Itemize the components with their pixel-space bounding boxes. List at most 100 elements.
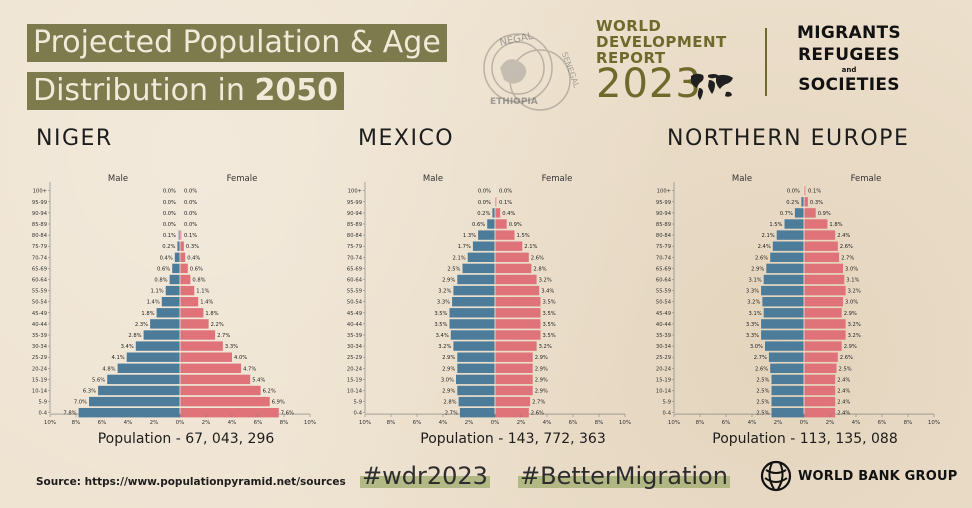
male-value-label: 2.4% bbox=[758, 244, 771, 250]
age-group-label: 50-54 bbox=[656, 300, 672, 306]
female-value-label: 2.7% bbox=[217, 333, 230, 339]
age-group-label: 50-54 bbox=[32, 300, 48, 306]
age-group-label: 65-69 bbox=[347, 266, 362, 272]
world-bank-group-name: WORLD BANK GROUP bbox=[798, 469, 958, 484]
female-bar bbox=[495, 330, 541, 340]
age-group-label: 5-9 bbox=[663, 400, 671, 406]
female-value-label: 7.6% bbox=[281, 411, 294, 417]
female-legend-label: Female bbox=[227, 174, 258, 184]
female-bar bbox=[804, 263, 843, 274]
age-group-label: 15-19 bbox=[32, 377, 47, 383]
pyramid-chart-niger: Male Female 100+ 0.0% 0.0% 95-99 0.0% 0.0% 90-94… bbox=[32, 174, 316, 426]
age-group-label: 90-94 bbox=[656, 211, 672, 217]
age-group-label: 45-49 bbox=[32, 311, 47, 317]
female-value-label: 3.2% bbox=[848, 333, 861, 339]
x-tick-label: 2% bbox=[150, 420, 159, 426]
female-value-label: 2.1% bbox=[524, 244, 537, 250]
male-bar bbox=[165, 285, 180, 296]
male-value-label: 1.5% bbox=[769, 222, 782, 228]
female-bar bbox=[180, 408, 279, 418]
male-bar bbox=[765, 341, 804, 351]
female-value-label: 3.2% bbox=[848, 322, 861, 328]
male-bar bbox=[452, 297, 495, 307]
male-value-label: 3.3% bbox=[437, 300, 450, 306]
female-value-label: 3.0% bbox=[845, 300, 858, 306]
female-value-label: 3.2% bbox=[539, 278, 552, 284]
female-bar bbox=[495, 263, 532, 274]
male-bar bbox=[174, 252, 180, 262]
age-group-label: 60-64 bbox=[32, 278, 48, 284]
female-bar bbox=[180, 308, 204, 318]
male-value-label: 3.4% bbox=[436, 333, 449, 339]
age-group-label: 70-74 bbox=[347, 255, 363, 261]
female-value-label: 4.7% bbox=[243, 366, 256, 372]
male-bar bbox=[459, 408, 495, 418]
male-value-label: 2.7% bbox=[754, 355, 767, 361]
age-group-label: 30-34 bbox=[347, 344, 363, 350]
x-tick-label: 6% bbox=[569, 420, 578, 426]
age-group-label: 75-79 bbox=[656, 244, 671, 250]
male-value-label: 2.8% bbox=[443, 400, 456, 406]
female-value-label: 2.8% bbox=[533, 266, 546, 272]
male-value-label: 2.9% bbox=[442, 355, 455, 361]
female-bar bbox=[180, 297, 199, 307]
female-bar bbox=[495, 363, 533, 373]
age-group-label: 90-94 bbox=[347, 211, 363, 217]
female-bar bbox=[495, 308, 541, 318]
x-tick-label: 0% bbox=[176, 420, 185, 426]
female-bar bbox=[804, 319, 846, 329]
male-legend-label: Male bbox=[732, 174, 752, 184]
wdr-year: 2023 bbox=[596, 61, 702, 107]
female-bar bbox=[804, 230, 836, 240]
x-tick-label: 8% bbox=[595, 420, 604, 426]
male-value-label: 1.8% bbox=[141, 311, 154, 317]
female-value-label: 2.4% bbox=[837, 389, 850, 395]
female-bar bbox=[495, 219, 507, 229]
stamp-text-bottom: ETHIOPIA bbox=[490, 97, 538, 107]
female-bar bbox=[495, 285, 540, 296]
male-legend-label: Male bbox=[108, 174, 128, 184]
title-line2-prefix: Distribution in bbox=[33, 73, 255, 108]
male-bar bbox=[117, 363, 180, 373]
x-tick-label: 0% bbox=[491, 420, 500, 426]
migrants-wordmark: MIGRANTS REFUGEES and SOCIETIES bbox=[790, 22, 908, 96]
age-group-label: 55-59 bbox=[656, 289, 671, 295]
female-bar bbox=[180, 285, 195, 296]
population-label-niger: Population - 67, 043, 296 bbox=[97, 431, 275, 447]
x-tick-label: 2% bbox=[465, 420, 474, 426]
wdr-line-3: REPORT bbox=[596, 49, 666, 67]
female-bar bbox=[180, 319, 209, 329]
male-bar bbox=[761, 330, 804, 340]
male-bar bbox=[770, 363, 804, 373]
female-value-label: 2.6% bbox=[531, 411, 544, 417]
male-value-label: 4.1% bbox=[112, 355, 125, 361]
male-bar bbox=[772, 241, 804, 251]
female-value-label: 6.9% bbox=[272, 400, 285, 406]
female-value-label: 0.1% bbox=[808, 189, 821, 195]
x-tick-label: 4% bbox=[543, 420, 552, 426]
female-value-label: 2.4% bbox=[837, 411, 850, 417]
x-tick-label: 10% bbox=[668, 420, 680, 426]
female-bar bbox=[495, 385, 533, 396]
pyramid-chart-northern-europe: Male Female 100+ 0.0% 0.1% 95-99 0.2% 0.3% 90-94… bbox=[656, 174, 940, 426]
male-bar bbox=[150, 319, 180, 329]
male-bar bbox=[763, 308, 804, 318]
age-group-label: 65-69 bbox=[32, 266, 47, 272]
female-bar bbox=[804, 363, 837, 373]
male-value-label: 3.3% bbox=[746, 322, 759, 328]
male-value-label: 3.1% bbox=[749, 311, 762, 317]
x-tick-label: 8% bbox=[387, 420, 396, 426]
age-group-label: 10-14 bbox=[347, 389, 363, 395]
male-value-label: 0.4% bbox=[160, 255, 173, 261]
male-value-label: 0.0% bbox=[787, 189, 800, 195]
female-value-label: 2.2% bbox=[211, 322, 224, 328]
mig-line-1: MIGRANTS bbox=[797, 23, 901, 43]
female-bar bbox=[495, 352, 533, 362]
female-value-label: 5.4% bbox=[252, 377, 265, 383]
male-value-label: 3.4% bbox=[121, 344, 134, 350]
female-legend-label: Female bbox=[542, 174, 573, 184]
male-value-label: 2.5% bbox=[756, 411, 769, 417]
age-group-label: 60-64 bbox=[656, 278, 672, 284]
x-tick-label: 4% bbox=[439, 420, 448, 426]
female-bar bbox=[804, 252, 840, 262]
